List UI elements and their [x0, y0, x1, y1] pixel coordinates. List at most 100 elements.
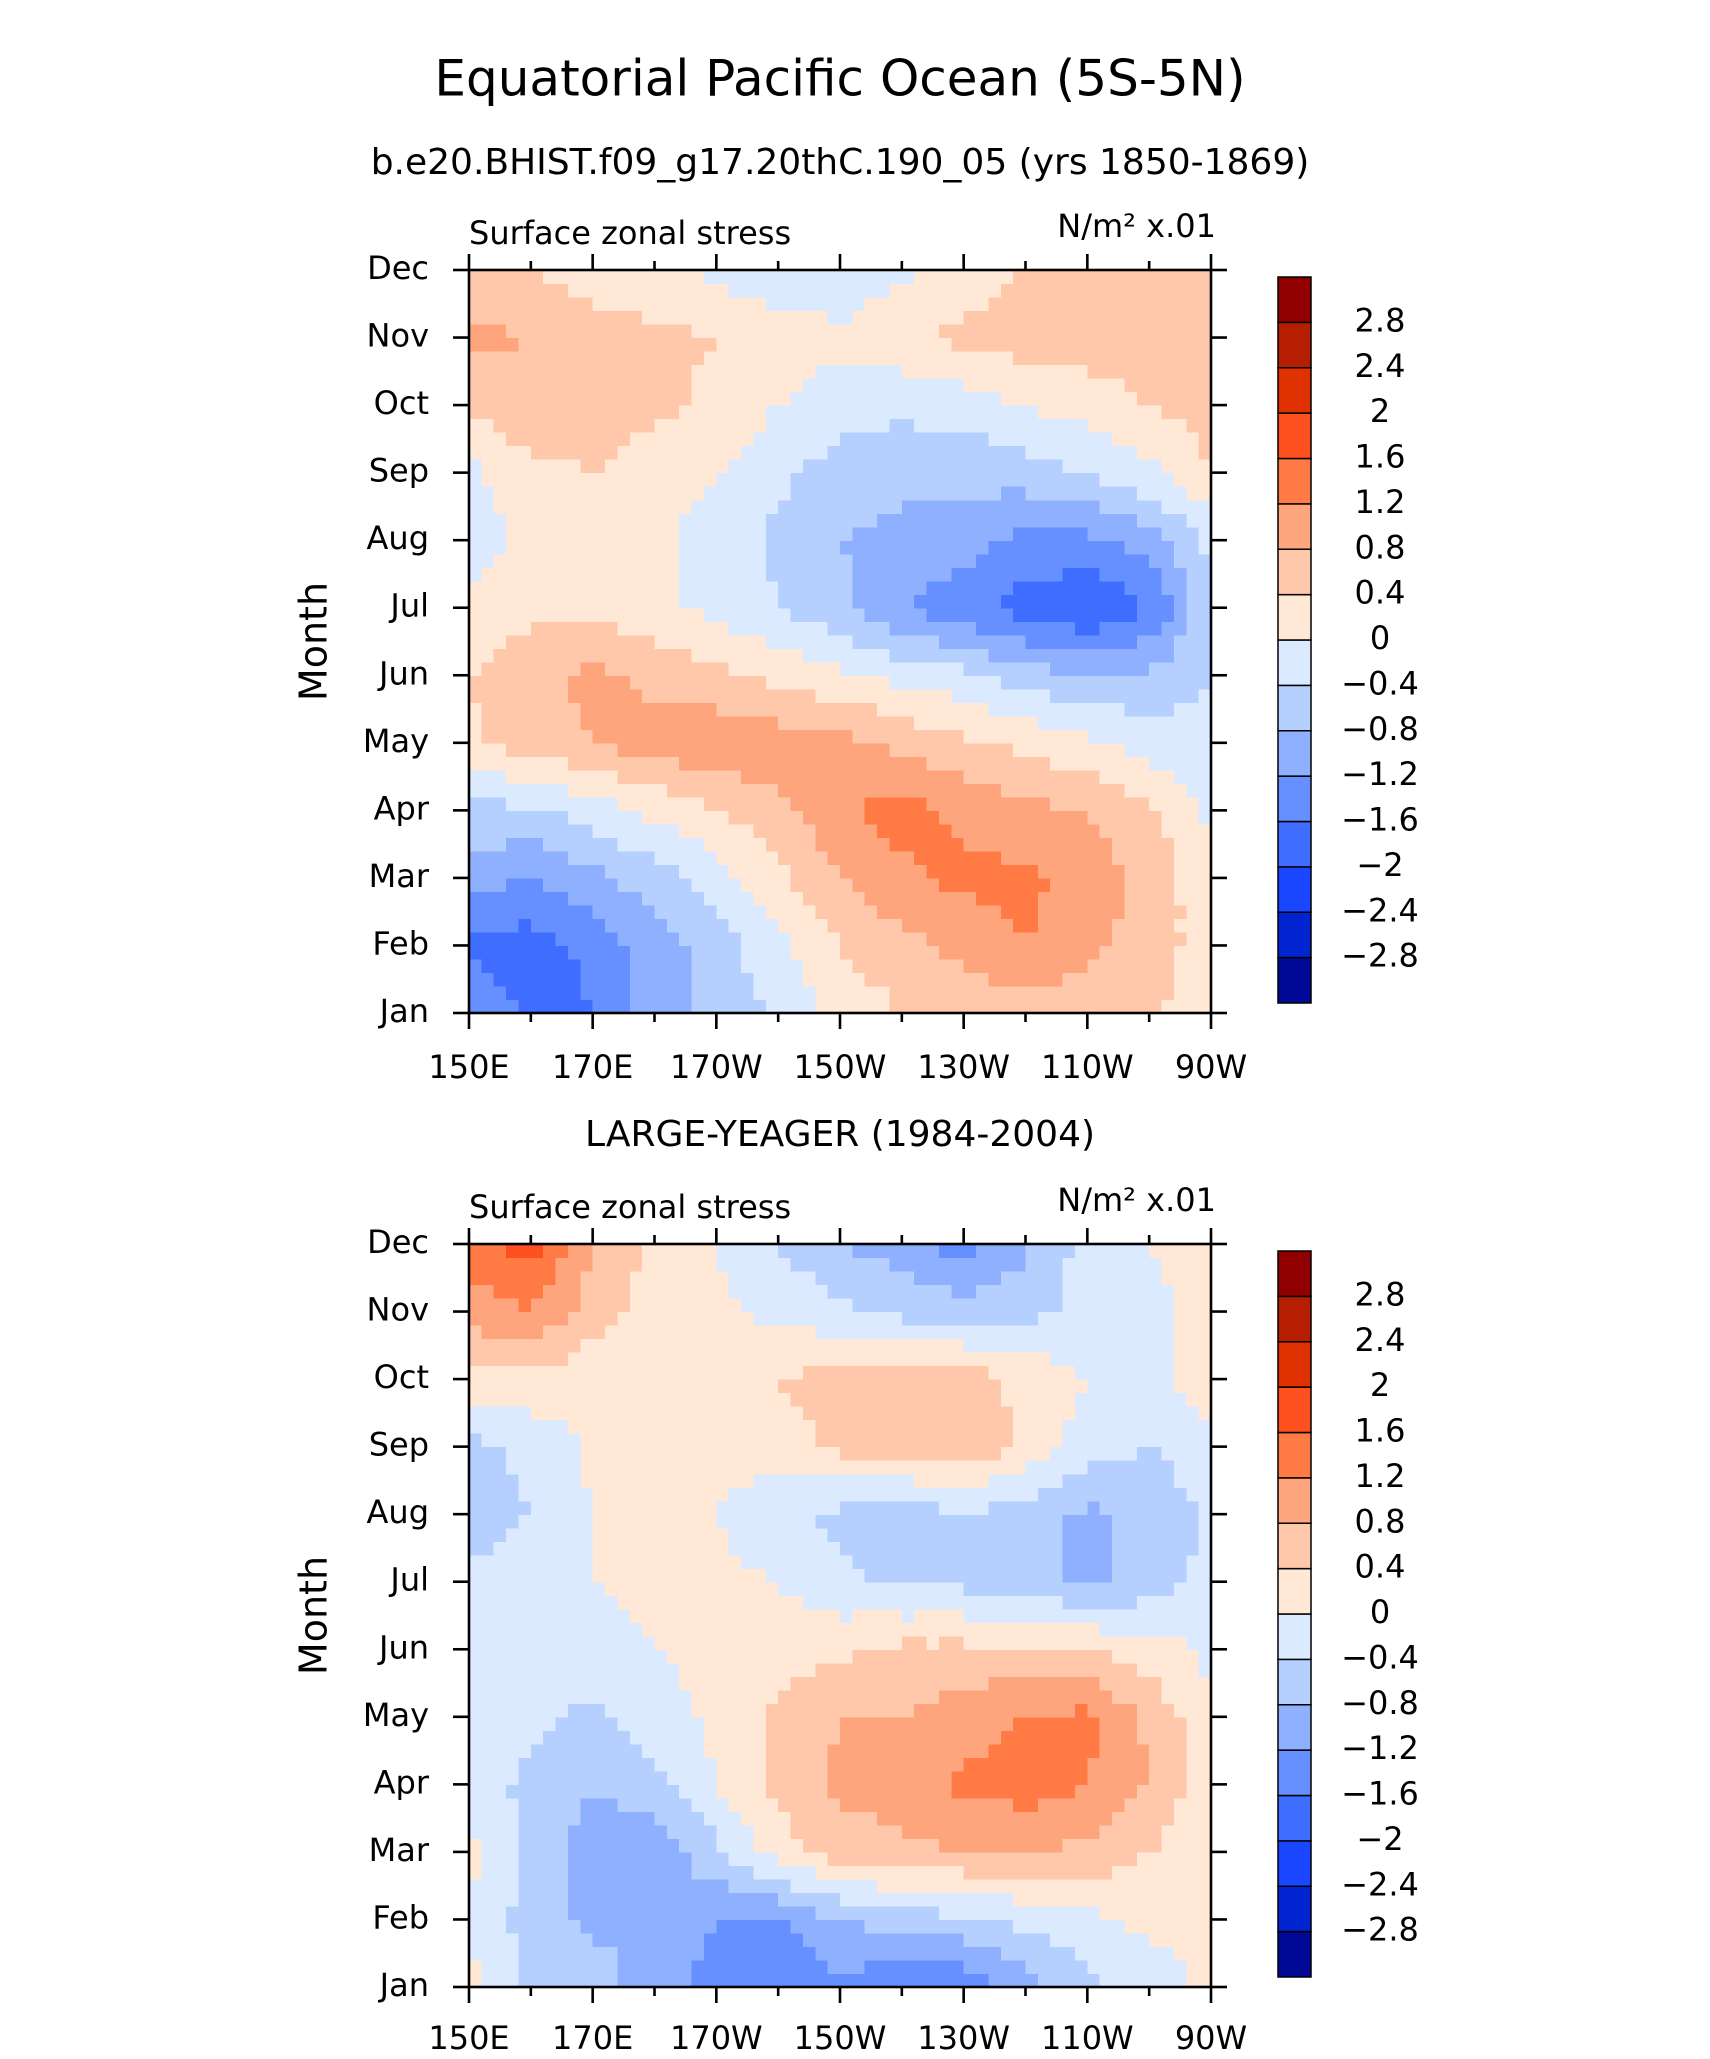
contour-cell [605, 1770, 618, 1785]
contour-cell [1074, 297, 1088, 312]
contour-cell [914, 823, 928, 838]
contour-cell [741, 675, 755, 690]
contour-cell [703, 877, 717, 893]
contour-cell [938, 1865, 952, 1880]
contour-cell [1124, 378, 1138, 393]
contour-cell [765, 891, 779, 906]
contour-cell [530, 1595, 544, 1610]
contour-cell [1000, 729, 1014, 744]
contour-cell [592, 553, 606, 568]
contour-cell [1074, 1743, 1088, 1758]
contour-cell [1087, 850, 1101, 865]
contour-cell [1062, 810, 1076, 825]
contour-cell [654, 1716, 668, 1731]
contour-cell [914, 850, 928, 865]
contour-cell [852, 702, 866, 717]
contour-cell [790, 1865, 804, 1880]
contour-cell [1161, 702, 1175, 717]
contour-cell [877, 553, 891, 568]
contour-cell [679, 1689, 693, 1704]
contour-cell [1062, 1946, 1076, 1961]
contour-cell [976, 850, 989, 865]
contour-cell [629, 1959, 643, 1975]
contour-cell [666, 283, 680, 298]
contour-cell [840, 904, 853, 920]
contour-cell [914, 891, 928, 906]
contour-cell [1074, 1797, 1088, 1812]
contour-cell [802, 580, 816, 595]
contour-cell [617, 1851, 631, 1867]
contour-cell [951, 1973, 965, 1988]
contour-cell [481, 1676, 495, 1691]
contour-cell [530, 891, 544, 906]
contour-cell [580, 445, 594, 460]
contour-cell [889, 877, 903, 893]
contour-cell [1136, 1649, 1150, 1664]
contour-cell [617, 958, 631, 974]
contour-cell [988, 891, 1002, 906]
contour-cell [1099, 972, 1113, 987]
contour-cell [840, 499, 853, 514]
contour-cell [1050, 499, 1064, 514]
contour-cell [716, 553, 730, 568]
contour-cell [1173, 742, 1187, 757]
contour-cell [567, 486, 581, 501]
contour-cell [1013, 1838, 1027, 1853]
contour-cell [1112, 526, 1126, 541]
contour-cell [852, 661, 866, 676]
contour-cell [506, 864, 520, 879]
contour-cell [1124, 1770, 1138, 1785]
contour-cell [1050, 405, 1064, 420]
contour-cell [543, 1851, 557, 1867]
contour-cell [976, 715, 989, 730]
contour-cell [963, 958, 977, 974]
contour-cell [1136, 1932, 1150, 1948]
contour-cell [889, 1919, 903, 1934]
contour-cell [679, 796, 693, 811]
contour-cell [629, 1838, 643, 1853]
contour-cell [617, 391, 631, 406]
contour-cell [852, 364, 866, 379]
contour-cell [778, 1865, 792, 1880]
contour-cell [815, 1730, 829, 1745]
contour-cell [976, 1743, 989, 1758]
contour-cell [679, 1946, 693, 1961]
contour-cell [827, 945, 841, 960]
contour-cell [1050, 634, 1064, 649]
contour-cell [963, 756, 977, 771]
contour-cell [1050, 648, 1064, 663]
contour-cell [605, 918, 618, 933]
contour-cell [889, 351, 903, 366]
contour-cell [901, 715, 915, 730]
contour-cell [1136, 1838, 1150, 1853]
contour-cell [926, 796, 940, 811]
contour-cell [1186, 1770, 1200, 1785]
contour-cell [852, 1797, 866, 1812]
contour-cell [1173, 283, 1187, 298]
contour-cell [592, 769, 606, 784]
contour-cell [1149, 472, 1163, 487]
contour-cell [864, 1649, 878, 1664]
contour-cell [963, 1851, 977, 1867]
contour-cell [1074, 634, 1088, 649]
contour-cell [567, 1973, 581, 1988]
contour-cell [877, 324, 891, 339]
contour-cell [988, 769, 1002, 784]
contour-cell [580, 1811, 594, 1826]
contour-cell [976, 675, 989, 690]
contour-cell [963, 1959, 977, 1975]
contour-cell [753, 337, 767, 352]
contour-cell [605, 742, 618, 757]
contour-cell [679, 1878, 693, 1894]
contour-cell [1050, 513, 1064, 528]
contour-cell [827, 661, 841, 676]
contour-cell [555, 1581, 569, 1596]
contour-cell [1025, 1878, 1039, 1894]
contour-cell [864, 540, 878, 555]
contour-cell [728, 688, 742, 703]
contour-cell [605, 1635, 618, 1650]
contour-cell [1124, 1730, 1138, 1745]
contour-cell [741, 364, 755, 379]
contour-cell [506, 1730, 520, 1745]
